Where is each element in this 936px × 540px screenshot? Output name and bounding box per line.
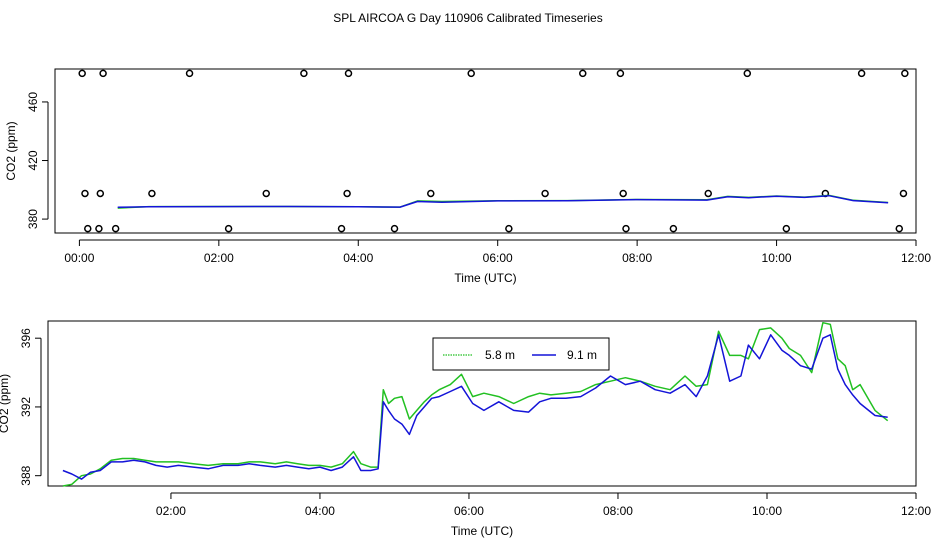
series-line-blue	[62, 334, 888, 480]
calibration-point	[344, 69, 353, 78]
legend-box	[432, 337, 610, 371]
calibration-point	[619, 189, 627, 198]
calibration-point	[148, 189, 156, 198]
calibration-point	[84, 224, 92, 233]
x-tick-label: 06:00	[483, 251, 513, 265]
top-y-axis-label: CO2 (ppm)	[4, 121, 18, 180]
x-tick-label: 12:00	[901, 251, 931, 265]
y-tick-label: 388	[19, 465, 33, 485]
x-tick-label: 06:00	[454, 504, 484, 518]
x-tick-label: 02:00	[156, 504, 186, 518]
calibration-point	[704, 189, 712, 198]
bottom-x-axis: 02:00 04:00 06:00 08:00 10:00 12:00	[156, 492, 931, 518]
series-line-blue	[117, 194, 889, 208]
calibration-point	[390, 224, 399, 233]
calibration-point	[857, 69, 866, 78]
calibration-point	[505, 224, 513, 233]
calibration-point	[96, 189, 105, 198]
calibration-point	[81, 189, 89, 198]
calibration-point	[616, 69, 625, 78]
x-tick-label: 00:00	[64, 251, 94, 265]
bottom-plot-marks	[62, 321, 889, 487]
calibration-point	[901, 69, 909, 78]
x-tick-label: 10:00	[752, 504, 782, 518]
legend: 5.8 m 9.1 m	[432, 337, 610, 371]
y-tick-label: 380	[26, 209, 40, 229]
y-tick-label: 392	[19, 397, 33, 417]
legend-label-5-8m: 5.8 m	[485, 348, 515, 362]
top-y-axis: 380 420 460	[26, 92, 49, 229]
top-x-axis: 00:00 02:00 04:00 06:00 08:00 10:00 12:00	[64, 239, 931, 265]
bottom-x-axis-label: Time (UTC)	[451, 524, 513, 538]
y-tick-label: 460	[26, 92, 40, 112]
bottom-plot-frame	[47, 320, 917, 487]
figure-title: SPL AIRCOA G Day 110906 Calibrated Times…	[333, 11, 602, 25]
top-plot-marks	[78, 69, 909, 233]
bottom-y-axis-label: CO2 (ppm)	[0, 374, 11, 433]
calibration-point	[78, 69, 86, 78]
calibration-point	[579, 69, 587, 78]
bottom-y-axis: 388 392 396	[19, 328, 42, 486]
calibration-point	[262, 189, 270, 198]
calibration-point	[669, 224, 678, 233]
calibration-point	[467, 69, 475, 78]
top-panel: 00:00 02:00 04:00 06:00 08:00 10:00 12:00 380 4…	[4, 68, 931, 285]
calibration-point	[427, 189, 435, 198]
calibration-point	[95, 224, 103, 233]
y-tick-label: 420	[26, 150, 40, 170]
calibration-point	[622, 224, 630, 233]
calibration-point	[224, 224, 233, 233]
calibration-point	[337, 224, 346, 233]
x-tick-label: 12:00	[901, 504, 931, 518]
x-tick-label: 10:00	[762, 251, 792, 265]
x-tick-label: 08:00	[603, 504, 633, 518]
x-tick-label: 08:00	[622, 251, 652, 265]
calibration-point	[895, 224, 904, 233]
x-tick-label: 04:00	[343, 251, 373, 265]
calibration-point	[899, 189, 908, 198]
x-tick-label: 04:00	[305, 504, 335, 518]
calibration-point	[185, 69, 194, 78]
calibration-point	[99, 69, 107, 78]
bottom-panel: 02:00 04:00 06:00 08:00 10:00 12:00 388 392 396…	[0, 320, 931, 538]
calibration-point	[343, 189, 351, 198]
top-plot-frame	[54, 68, 917, 234]
y-tick-label: 396	[19, 328, 33, 348]
series-line-green	[62, 321, 889, 487]
legend-label-9-1m: 9.1 m	[567, 348, 597, 362]
top-x-axis-label: Time (UTC)	[454, 271, 516, 285]
calibration-point	[111, 224, 120, 233]
calibration-point	[743, 69, 752, 78]
x-tick-label: 02:00	[204, 251, 234, 265]
calibration-point	[782, 224, 791, 233]
calibration-point	[541, 189, 549, 198]
calibration-point	[300, 69, 308, 78]
